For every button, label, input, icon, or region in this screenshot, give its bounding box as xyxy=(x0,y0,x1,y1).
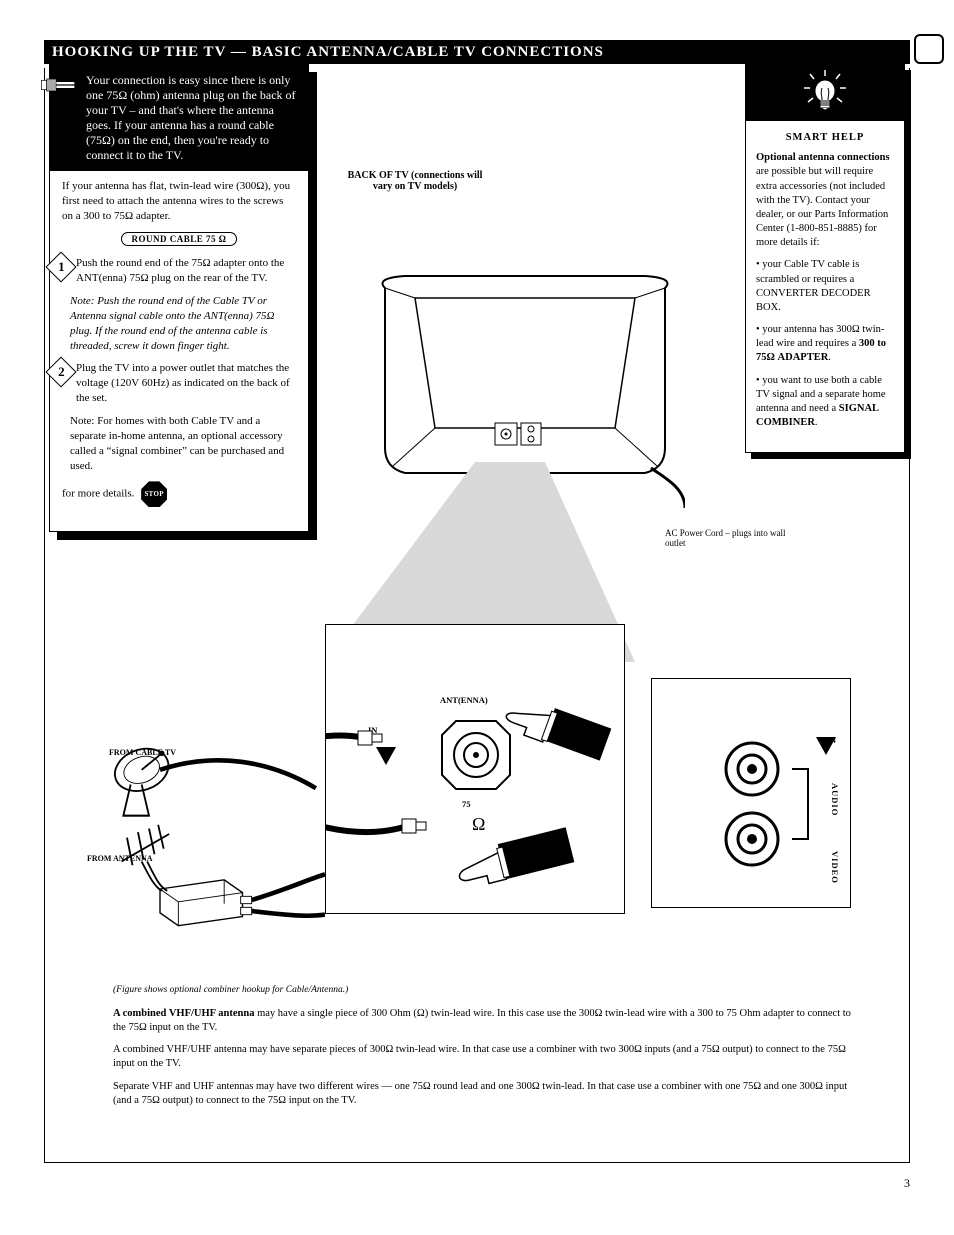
help-body: SMART HELP Optional antenna connections … xyxy=(746,121,904,452)
antenna-input-detail-panel: ANT(ENNA) 75 IN Ω xyxy=(325,624,625,914)
instruction-box: Your connection is easy since there is o… xyxy=(49,64,309,532)
smart-help-panel: SMART HELP Optional antenna connections … xyxy=(745,64,905,453)
step-1-note: Note: Push the round end of the Cable TV… xyxy=(70,294,296,353)
bottom-p1: A combined VHF/UHF antenna may have a si… xyxy=(113,1007,853,1035)
from-antenna-label: FROM ANTENNA xyxy=(87,854,153,863)
round-cable-label: ROUND CABLE 75 Ω xyxy=(121,232,238,246)
lightbulb-icon xyxy=(800,68,850,118)
instruction-header-text: Your connection is easy since there is o… xyxy=(86,73,296,162)
step-1-marker: 1 xyxy=(45,252,76,283)
from-cable-label: FROM CABLE TV xyxy=(109,748,176,757)
intro-paragraph: If your antenna has flat, twin-lead wire… xyxy=(62,179,296,224)
step-1-text: Push the round end of the 75Ω adapter on… xyxy=(76,256,296,286)
av-panel-svg xyxy=(652,679,852,909)
instruction-header: Your connection is easy since there is o… xyxy=(50,65,308,171)
ac-power-cord-label: AC Power Cord – plugs into wall outlet xyxy=(665,528,805,548)
help-p3: • your antenna has 300Ω twin-lead wire a… xyxy=(756,323,894,366)
help-p4: • you want to use both a cable TV signal… xyxy=(756,374,894,431)
figure-note: (Figure shows optional combiner hookup f… xyxy=(113,984,853,997)
section-title: HOOKING UP THE TV — BASIC ANTENNA/CABLE … xyxy=(52,44,604,61)
help-box: SMART HELP Optional antenna connections … xyxy=(745,64,905,453)
main-content-area: Your connection is easy since there is o… xyxy=(44,68,910,1163)
instruction-panel: Your connection is easy since there is o… xyxy=(49,64,309,532)
help-p1: Optional antenna connections are possibl… xyxy=(756,151,894,250)
stop-icon: STOP xyxy=(141,481,167,507)
step-2b-text: Note: For homes with both Cable TV and a… xyxy=(70,414,296,473)
page-number-corner: 3 xyxy=(914,34,944,64)
bottom-p2: A combined VHF/UHF antenna may have sepa… xyxy=(113,1043,853,1071)
help-p2: • your Cable TV cable is scrambled or re… xyxy=(756,258,894,315)
page-number-footer: 3 xyxy=(904,1176,910,1191)
page-frame: HOOKING UP THE TV — BASIC ANTENNA/CABLE … xyxy=(44,40,910,1163)
help-header xyxy=(746,65,904,121)
coax-connector-icon xyxy=(40,73,80,97)
instruction-body: If your antenna has flat, twin-lead wire… xyxy=(50,171,308,531)
help-title: SMART HELP xyxy=(756,131,894,145)
step-2-marker: 2 xyxy=(45,357,76,388)
av-input-panel: IN AUDIO VIDEO xyxy=(651,678,851,908)
section-header-bar: HOOKING UP THE TV — BASIC ANTENNA/CABLE … xyxy=(44,40,910,64)
back-of-tv-caption: BACK OF TV (connections will vary on TV … xyxy=(345,170,485,192)
bottom-explanatory-text: (Figure shows optional combiner hookup f… xyxy=(113,984,853,1116)
bottom-p3: Separate VHF and UHF antennas may have t… xyxy=(113,1080,853,1108)
svg-text:Ω: Ω xyxy=(472,814,485,834)
stop-suffix-text: for more details. xyxy=(62,488,134,500)
step-2a-text: Plug the TV into a power outlet that mat… xyxy=(76,361,296,406)
detail-panel-svg: Ω xyxy=(326,625,626,915)
